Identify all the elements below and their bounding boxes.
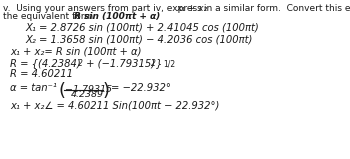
Text: 4.2389: 4.2389 [71,90,104,99]
Text: α = tan⁻¹: α = tan⁻¹ [10,83,57,93]
Text: }: } [156,58,162,68]
Text: ): ) [103,82,110,100]
Text: R sin (100πt + α): R sin (100πt + α) [74,12,160,21]
Text: −1.79315: −1.79315 [65,85,112,94]
Text: 2: 2 [151,59,156,68]
Text: R = 4.60211: R = 4.60211 [10,69,73,79]
Text: + (−1.79315): + (−1.79315) [83,58,155,68]
Text: x₁ + x₂: x₁ + x₂ [176,4,207,13]
Text: x₁ + x₂= R sin (100πt + α): x₁ + x₂= R sin (100πt + α) [10,47,141,57]
Text: v.  Using your answers from part iv, express: v. Using your answers from part iv, expr… [3,4,205,13]
Text: X₂ = 1.3658 sin (100πt) − 4.2036 cos (100πt): X₂ = 1.3658 sin (100πt) − 4.2036 cos (10… [25,35,252,45]
Text: the equivalent form: the equivalent form [3,12,99,21]
Text: in a similar form.  Convert this expression into: in a similar form. Convert this expressi… [201,4,350,13]
Text: 2: 2 [78,59,83,68]
Text: x₁ + x₂∠ = 4.60211 Sin(100πt − 22.932°): x₁ + x₂∠ = 4.60211 Sin(100πt − 22.932°) [10,100,219,110]
Text: R = {(4.2384): R = {(4.2384) [10,58,81,68]
Text: = −22.932°: = −22.932° [111,83,171,93]
Text: X₁ = 2.8726 sin (100πt) + 2.41045 cos (100πt): X₁ = 2.8726 sin (100πt) + 2.41045 cos (1… [25,22,259,32]
Text: 1/2: 1/2 [163,59,175,69]
Text: (: ( [58,82,65,100]
